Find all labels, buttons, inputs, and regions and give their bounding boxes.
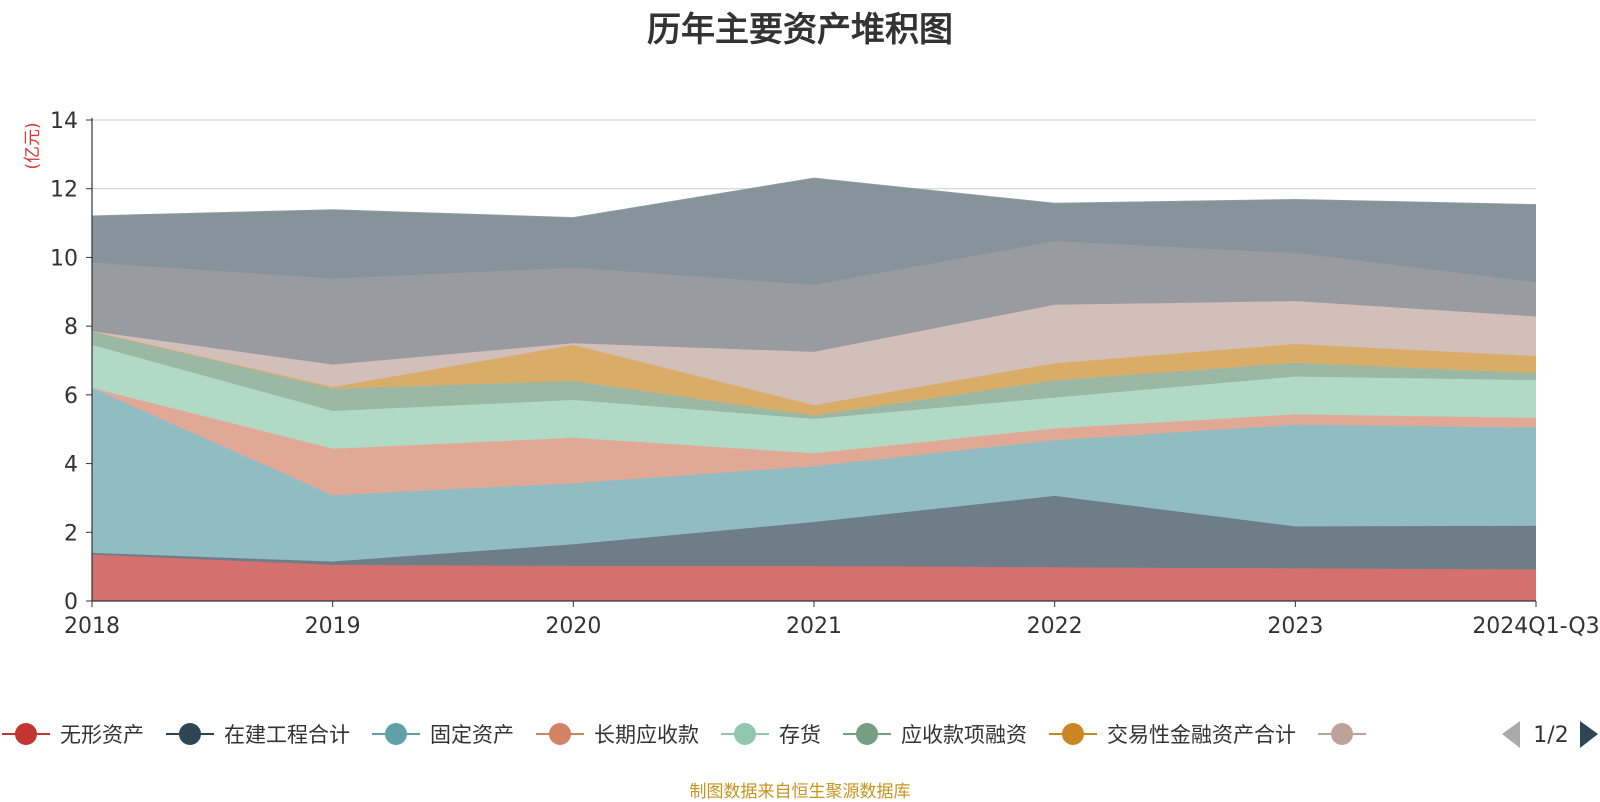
legend-item-2: 在建工程合计 [166,723,350,747]
chart-title: 历年主要资产堆积图 [647,10,953,50]
axes: 0 2 4 6 8 10 12 14 2018 2019 2020 2021 2022 2023 2024Q… [50,109,1600,639]
legend-item-7: 交易性金融资产合计 [1049,723,1296,747]
x-tick-label: 2022 [1027,614,1083,639]
legend-marker [1331,723,1353,745]
legend-pager: 1/2 [1502,721,1598,748]
legend-label: 固定资产 [430,723,514,747]
legend-marker [15,723,37,745]
y-tick-label: 14 [50,109,78,134]
x-tick-label: 2024Q1-Q3 [1472,614,1599,639]
legend-item-8 [1318,723,1366,745]
legend: 无形资产 在建工程合计 固定资产 长期应收款 存货 应收款项融资 交易性金融资产合计 1/2 [2,721,1598,748]
x-tick-label: 2023 [1267,614,1323,639]
y-axis-label: (亿元) [23,122,43,169]
area-series-8 [92,301,1536,406]
x-tick-label: 2018 [64,614,120,639]
legend-label: 应收款项融资 [901,723,1027,747]
area-series-10 [92,178,1536,285]
y-tick-label: 0 [64,590,78,615]
legend-label: 交易性金融资产合计 [1107,723,1296,747]
y-axis-label-group: (亿元) [23,122,43,169]
area-series-9 [92,241,1536,365]
area-series-5 [92,345,1536,454]
legend-label: 在建工程合计 [224,723,350,747]
legend-item-5: 存货 [721,723,821,747]
legend-label: 长期应收款 [594,723,699,747]
legend-item-3: 固定资产 [372,723,514,747]
area-series-3 [92,388,1536,562]
area-series-10-line [91,177,1537,219]
stacked-areas [91,177,1537,601]
y-tick-label: 6 [64,384,78,409]
legend-marker [856,723,878,745]
legend-item-1: 无形资产 [2,723,144,747]
legend-marker [179,723,201,745]
y-tick-label: 10 [50,246,78,271]
y-tick-label: 4 [64,453,78,478]
y-tick-label: 12 [50,178,78,203]
y-tick-label: 2 [64,521,78,546]
x-tick-label: 2019 [305,614,361,639]
legend-page-indicator: 1/2 [1533,723,1568,748]
area-series-2 [92,495,1536,570]
source-note: 制图数据来自恒生聚源数据库 [689,782,911,802]
y-tick-label: 8 [64,315,78,340]
legend-item-4: 长期应收款 [536,723,699,747]
legend-marker [734,723,756,745]
x-tick-label: 2020 [545,614,601,639]
triangle-right-icon [1580,721,1598,748]
legend-label: 无形资产 [60,723,144,747]
legend-marker [385,723,407,745]
area-series-4 [92,388,1536,496]
area-series-6 [92,331,1536,419]
triangle-left-icon [1502,721,1520,748]
legend-marker [1062,723,1084,745]
legend-item-6: 应收款项融资 [843,723,1027,747]
x-tick-label: 2021 [786,614,842,639]
legend-marker [549,723,571,745]
legend-label: 存货 [779,723,821,747]
